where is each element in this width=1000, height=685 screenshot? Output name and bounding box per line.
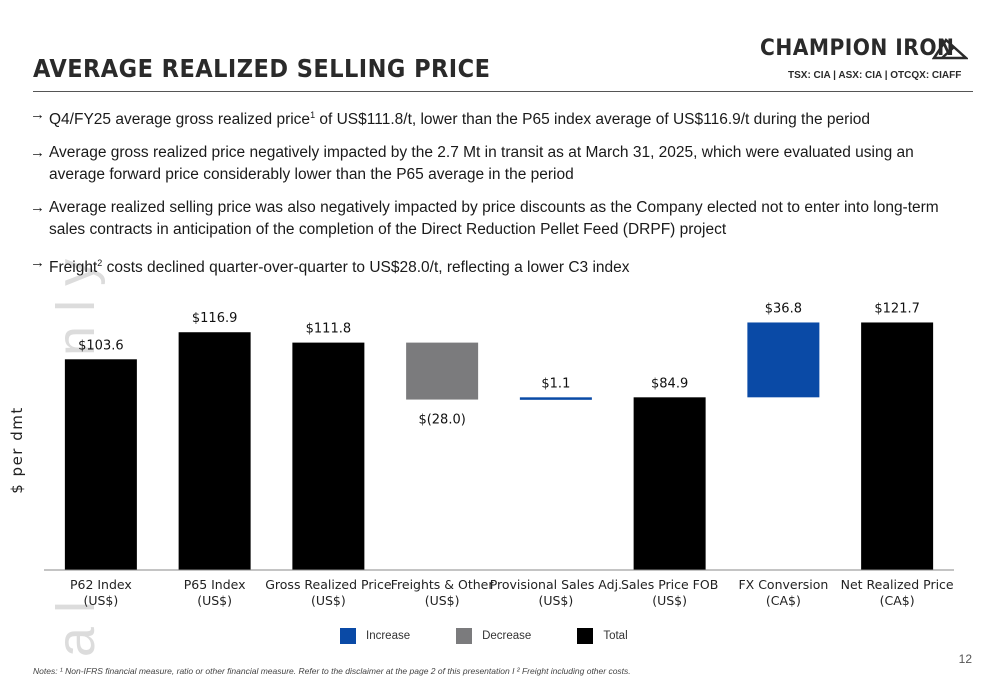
bullet-text: of US$111.8/t, lower than the P65 index … xyxy=(315,111,870,129)
x-tick-label: (US$) xyxy=(538,593,573,608)
chart-legend: Increase Decrease Total xyxy=(340,628,628,644)
x-tick-label: Gross Realized Price xyxy=(265,577,392,592)
bullet-text: costs declined quarter-over-quarter to U… xyxy=(102,259,630,277)
data-label: $121.7 xyxy=(874,301,920,316)
bar-increase xyxy=(747,322,820,398)
header-divider xyxy=(33,91,973,92)
bullet-list: → Q4/FY25 average gross realized price1 … xyxy=(30,104,965,290)
bar-decrease xyxy=(406,342,479,400)
arrow-right-icon: → xyxy=(30,199,45,217)
x-tick-label: Freights & Other xyxy=(391,577,495,592)
x-tick-label: FX Conversion xyxy=(738,577,828,592)
legend-label: Increase xyxy=(366,630,411,642)
bar-total xyxy=(178,332,251,570)
legend-item-decrease: Decrease xyxy=(456,628,531,644)
bullet-text: Average realized selling price was also … xyxy=(49,199,939,239)
bar-total xyxy=(861,322,934,570)
bullet-item: → Freight2 costs declined quarter-over-q… xyxy=(30,252,965,279)
y-axis-label: $ per dmt xyxy=(8,406,26,494)
bullet-item: → Average realized selling price was als… xyxy=(30,197,965,241)
legend-item-increase: Increase xyxy=(340,628,410,644)
data-label: $84.9 xyxy=(651,376,688,391)
data-label: $36.8 xyxy=(765,301,802,316)
legend-label: Decrease xyxy=(482,630,532,642)
stock-tickers: TSX: CIA | ASX: CIA | OTCQX: CIAFF xyxy=(788,70,962,81)
bullet-text: Freight xyxy=(49,259,98,277)
x-tick-label: (US$) xyxy=(425,593,460,608)
mountain-logo-icon xyxy=(932,38,968,60)
x-tick-label: (US$) xyxy=(83,593,118,608)
footnote-ref: 2 xyxy=(97,258,103,269)
arrow-right-icon: → xyxy=(30,106,45,123)
arrow-right-icon: → xyxy=(30,254,45,272)
x-tick-label: (CA$) xyxy=(766,593,801,608)
bar-increase xyxy=(519,397,592,400)
x-tick-label: Net Realized Price xyxy=(841,577,954,592)
x-tick-label: (CA$) xyxy=(880,593,915,608)
x-tick-label: P62 Index xyxy=(70,577,132,592)
bar-total xyxy=(64,359,137,570)
arrow-right-icon: → xyxy=(30,144,45,162)
bullet-item: → Q4/FY25 average gross realized price1 … xyxy=(30,104,965,131)
x-tick-label: (US$) xyxy=(311,593,346,608)
legend-swatch-total xyxy=(577,628,594,644)
bar-total xyxy=(633,397,706,570)
bullet-text: Q4/FY25 average gross realized price xyxy=(49,111,311,129)
bar-total xyxy=(292,342,365,570)
legend-item-total: Total xyxy=(577,628,628,644)
x-tick-label: Provisional Sales Adj. xyxy=(490,577,622,592)
data-label: $111.8 xyxy=(306,322,352,337)
x-tick-label: (US$) xyxy=(652,593,687,608)
bullet-item: → Average gross realized price negativel… xyxy=(30,142,965,186)
page-title: AVERAGE REALIZED SELLING PRICE xyxy=(33,54,491,83)
data-label: $1.1 xyxy=(541,376,570,391)
data-label: $116.9 xyxy=(192,311,238,326)
legend-swatch-increase xyxy=(340,628,356,644)
page-number: 12 xyxy=(958,652,972,666)
bullet-text: Average gross realized price negatively … xyxy=(49,144,914,184)
data-label: $(28.0) xyxy=(418,413,465,428)
brand-name: CHAMPION IRON xyxy=(760,36,955,61)
x-tick-label: (US$) xyxy=(197,593,232,608)
footnotes: Notes: ¹ Non-IFRS financial measure, rat… xyxy=(33,666,631,676)
x-tick-label: P65 Index xyxy=(184,577,246,592)
legend-swatch-decrease xyxy=(456,628,473,644)
x-tick-label: Sales Price FOB xyxy=(621,577,718,592)
footnote-ref: 1 xyxy=(310,110,316,120)
data-label: $103.6 xyxy=(78,338,124,353)
legend-label: Total xyxy=(603,630,628,642)
